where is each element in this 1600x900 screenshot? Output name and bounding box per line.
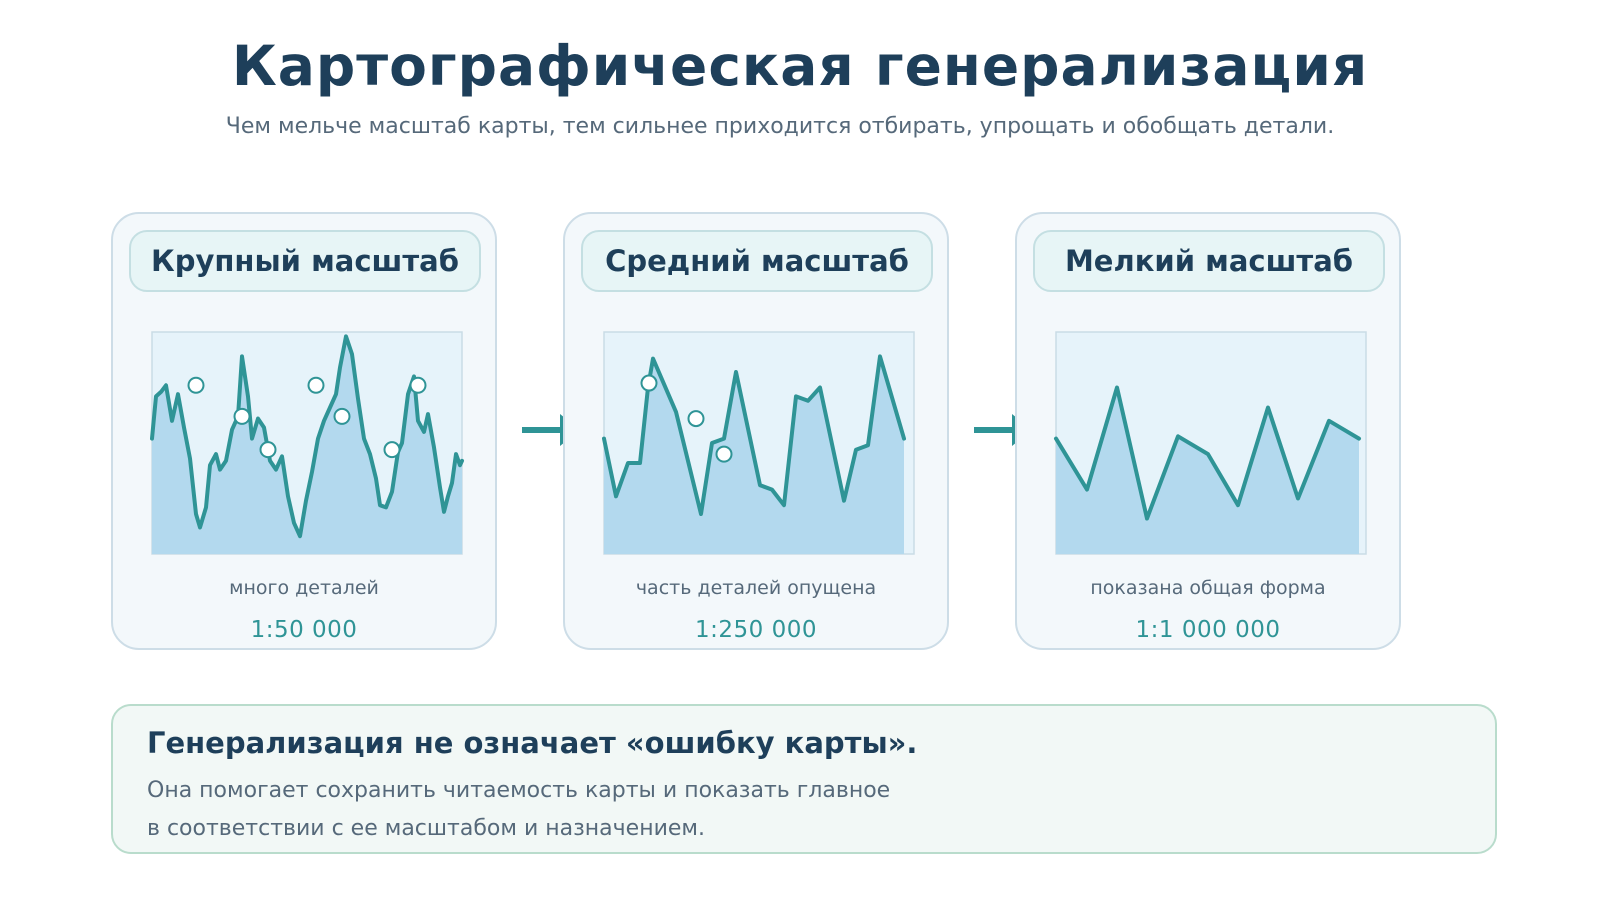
panel-large-scale: Крупный масштаб много деталей 1:50 000: [111, 212, 497, 650]
info-note: Генерализация не означает «ошибку карты»…: [111, 704, 1497, 854]
panel-scale-label: 1:250 000: [695, 617, 817, 643]
detail-marker: [333, 407, 351, 425]
panel-description: много деталей: [229, 577, 379, 599]
terrain-profile-small: [1054, 331, 1367, 555]
terrain-line: [602, 354, 906, 516]
detail-marker: [715, 445, 733, 463]
terrain-line: [150, 334, 464, 539]
panel-scale-label: 1:1 000 000: [1135, 617, 1281, 643]
panel-description: часть деталей опущена: [635, 577, 877, 599]
note-text-line: Она помогает сохранить читаемость карты …: [147, 778, 891, 803]
panel-description: показана общая форма: [1090, 577, 1326, 599]
terrain-fill: [152, 336, 462, 554]
page-title: Картографическая генерализация: [231, 34, 1369, 98]
terrain-fill: [1056, 387, 1359, 554]
panel-header: Крупный масштаб: [129, 230, 481, 292]
note-title: Генерализация не означает «ошибку карты»…: [147, 726, 918, 760]
detail-marker: [383, 441, 401, 459]
detail-marker: [233, 407, 251, 425]
detail-marker: [307, 376, 325, 394]
terrain-profile-medium: [602, 331, 915, 555]
panel-header: Средний масштаб: [581, 230, 933, 292]
page-subtitle: Чем мельче масштаб карты, тем сильнее пр…: [225, 114, 1335, 139]
detail-marker: [409, 376, 427, 394]
terrain-profile-large: [150, 331, 464, 555]
terrain-fill: [604, 356, 904, 554]
terrain-line: [1054, 385, 1361, 521]
detail-marker: [259, 441, 277, 459]
detail-marker: [687, 410, 705, 428]
detail-marker: [187, 376, 205, 394]
panel-header: Мелкий масштаб: [1033, 230, 1385, 292]
detail-marker: [640, 374, 658, 392]
panel-medium-scale: Средний масштаб часть деталей опущена 1:…: [563, 212, 949, 650]
panel-small-scale: Мелкий масштаб показана общая форма 1:1 …: [1015, 212, 1401, 650]
note-text-line: в соответствии с ее масштабом и назначен…: [147, 816, 706, 841]
panel-scale-label: 1:50 000: [250, 617, 358, 643]
